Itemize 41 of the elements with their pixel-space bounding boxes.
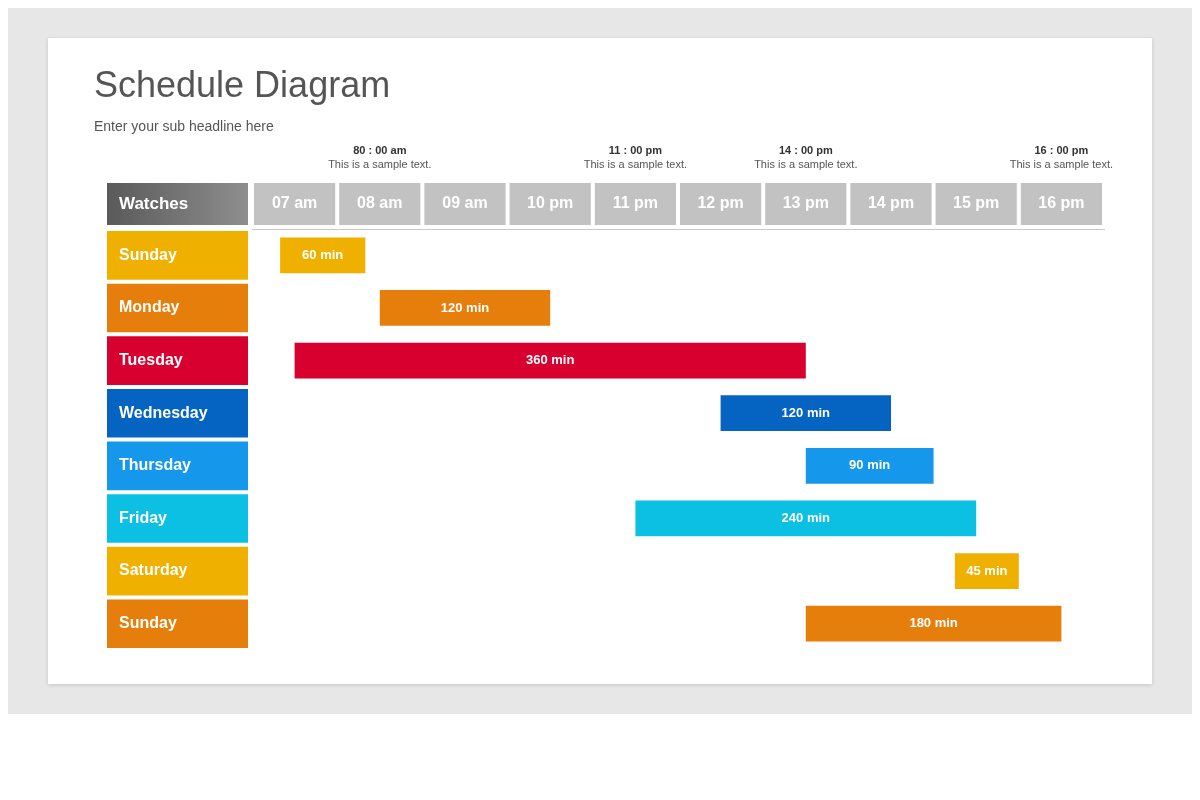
y-tick-label: Friday (119, 508, 168, 526)
bar (635, 500, 977, 537)
x-tick-label: 14 pm (867, 194, 915, 212)
annotation: 60 min (302, 246, 344, 262)
x-tick-label: 16 pm (1038, 194, 1085, 212)
chart-subtitle: Enter your sub headline here (94, 118, 275, 134)
annotation: 120 min (781, 404, 831, 420)
y-tick-label: Sunday (119, 614, 177, 632)
y-axis-title: Watches (119, 193, 189, 213)
x-tick-label: 11 pm (612, 194, 659, 212)
y-tick-label: Thursday (119, 456, 192, 474)
x-tick-label: 09 am (442, 194, 488, 212)
text: 11 : 00 pm This is a sample text. (583, 144, 688, 171)
annotation: 180 min (909, 615, 958, 631)
text: 80 : 00 am This is a sample text. (328, 144, 432, 171)
annotation: 120 min (440, 299, 490, 315)
x-tick-label: 15 pm (953, 194, 1000, 212)
bar (720, 395, 891, 432)
y-tick-label: Tuesday (119, 350, 183, 368)
bar (954, 553, 1019, 589)
x-tick-label: 07 am (271, 194, 318, 212)
y-tick-label: Monday (119, 298, 180, 316)
y-tick-label: Wednesday (119, 403, 208, 421)
bar (280, 237, 366, 274)
x-tick-label: 10 pm (527, 194, 574, 212)
annotation: 90 min (849, 457, 891, 473)
bar (805, 605, 1062, 642)
annotation: 240 min (781, 510, 831, 526)
annotation: 45 min (966, 562, 1008, 578)
bar (294, 342, 806, 379)
x-tick-label: 13 pm (782, 194, 829, 212)
text: 14 : 00 pm This is a sample text. (754, 144, 858, 171)
bar (805, 447, 934, 484)
y-tick-label: Saturday (119, 561, 188, 579)
text: 16 : 00 pm This is a sample text. (1009, 144, 1114, 171)
annotation: 360 min (525, 352, 575, 368)
chart-title: Schedule Diagram (94, 64, 392, 106)
y-tick-label: Sunday (119, 245, 177, 263)
x-tick-label: 08 am (357, 194, 403, 212)
bar (379, 290, 551, 326)
x-tick-label: 12 pm (697, 194, 744, 212)
